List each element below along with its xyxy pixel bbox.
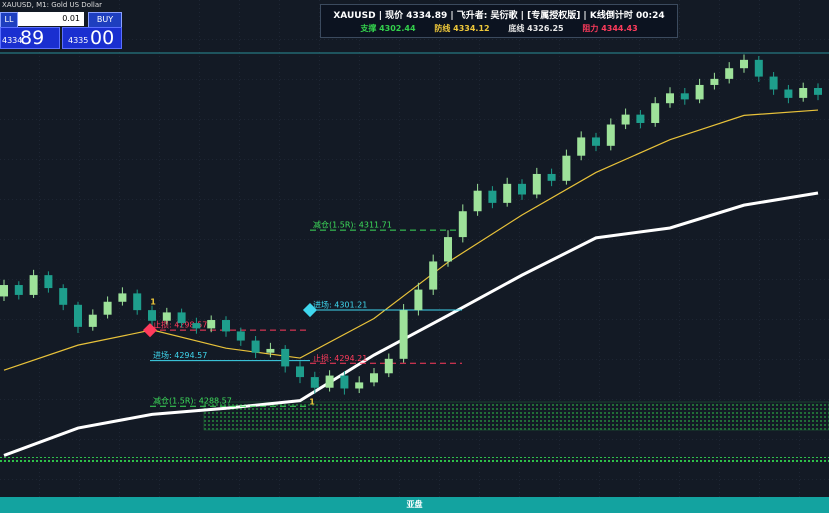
candle-body xyxy=(414,289,423,311)
bid-big: 89 xyxy=(20,27,45,49)
session-bar: 亚盘 xyxy=(0,497,829,513)
zone xyxy=(203,401,829,431)
candle-body xyxy=(29,275,38,295)
candle-body xyxy=(725,68,734,79)
candle-body xyxy=(562,155,571,181)
candle-body xyxy=(518,183,526,195)
candle-body xyxy=(133,293,142,311)
candle-body xyxy=(14,285,23,295)
candle-body xyxy=(192,323,201,329)
candle-body xyxy=(281,348,290,367)
candle-body xyxy=(399,310,408,359)
bid-box[interactable]: 4334 89 xyxy=(0,27,60,49)
candle-body xyxy=(592,137,600,146)
level-label: 止损: 4298.57 xyxy=(153,320,207,330)
candle-body xyxy=(103,301,112,315)
level-label: 进场: 4301.21 xyxy=(313,301,367,310)
candle-body xyxy=(296,366,304,378)
info-panel: XAUUSD | 现价 4334.89 | 飞升者: 吴衍歌 | [专属授权版]… xyxy=(320,4,678,38)
candle-body xyxy=(799,87,808,98)
candle-body xyxy=(577,137,586,156)
candle-body xyxy=(0,285,8,297)
lot-input[interactable]: 0.01 xyxy=(18,12,84,26)
candle-body xyxy=(651,103,660,123)
candle-body xyxy=(503,183,512,203)
info-levels: 支撑 4302.44 防线 4334.12 底线 4326.25 阻力 4344… xyxy=(321,23,677,34)
candle-body xyxy=(44,275,53,289)
entry-marker xyxy=(302,302,318,318)
level-label: 减仓(1.5R): 4288.57 xyxy=(153,396,232,406)
candle-body xyxy=(473,190,482,212)
level-label: 减仓(1.5R): 4311.71 xyxy=(313,220,392,230)
trade-widget: LL 0.01 BUY 4334 89 4335 00 xyxy=(0,12,122,49)
candle-body xyxy=(222,320,230,332)
candle-body xyxy=(162,312,171,321)
candle-body xyxy=(251,340,260,353)
candle-body xyxy=(621,114,630,125)
buy-button[interactable]: BUY xyxy=(88,12,122,28)
candle-body xyxy=(680,93,689,100)
candle-body xyxy=(88,314,97,327)
info-level: 底线 4326.25 xyxy=(508,24,564,33)
candle-body xyxy=(458,211,467,238)
candle-body xyxy=(532,173,541,195)
entry-marker xyxy=(142,323,158,338)
level-label: 进场: 4294.57 xyxy=(153,351,207,360)
candle-body xyxy=(74,304,82,327)
candle-body xyxy=(266,348,275,353)
candle-body xyxy=(429,261,438,290)
candle-body xyxy=(814,87,822,95)
candle-body xyxy=(177,312,186,324)
candle-body xyxy=(784,89,793,98)
ask-small: 4335 xyxy=(68,36,89,45)
candle-body xyxy=(488,190,497,203)
symbol-label: XAUUSD, M1: Gold US Dollar xyxy=(2,1,103,9)
info-title: XAUUSD | 现价 4334.89 | 飞升者: 吴衍歌 | [专属授权版]… xyxy=(333,11,665,21)
ask-big: 00 xyxy=(90,27,115,49)
candle-body xyxy=(547,173,556,181)
candle-body xyxy=(207,320,216,329)
candle-body xyxy=(444,237,452,262)
info-level: 支撑 4302.44 xyxy=(360,24,416,33)
candle-body xyxy=(666,93,674,104)
candle-body xyxy=(236,331,245,341)
candle-body xyxy=(740,59,748,69)
signal-label: 1 xyxy=(150,298,156,307)
candle-body xyxy=(340,375,349,389)
candle-body xyxy=(384,358,393,374)
level-label: 止损: 4294.21 xyxy=(313,353,367,363)
info-level: 阻力 4344.43 xyxy=(582,24,638,33)
candle-body xyxy=(325,375,334,388)
candle-body xyxy=(148,310,156,321)
candle-body xyxy=(59,288,68,305)
moving-average xyxy=(3,109,819,371)
candle-body xyxy=(118,293,127,302)
bid-small: 4334 xyxy=(2,36,23,45)
candle-body xyxy=(355,382,364,389)
candle-body xyxy=(606,124,615,146)
candle-body xyxy=(710,78,719,85)
signal-label: 1 xyxy=(309,398,315,407)
candle-body xyxy=(636,114,645,123)
candle-body xyxy=(310,377,319,388)
candle-body xyxy=(769,76,778,90)
candle-body xyxy=(754,59,763,77)
candle-body xyxy=(695,84,704,100)
sell-button[interactable]: LL xyxy=(0,12,18,28)
moving-average xyxy=(3,191,819,457)
zone-bar xyxy=(0,457,829,464)
candle-body xyxy=(370,373,378,383)
info-level: 防线 4334.12 xyxy=(434,24,490,33)
ask-box[interactable]: 4335 00 xyxy=(62,27,122,49)
